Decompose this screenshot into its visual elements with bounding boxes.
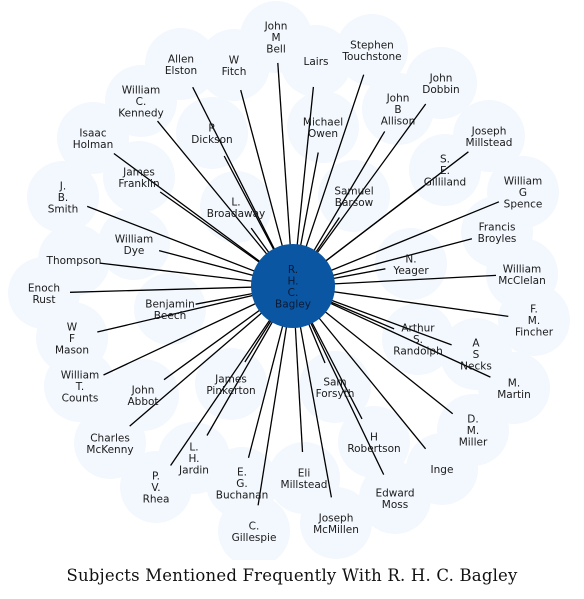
diagram-title: Subjects Mentioned Frequently With R. H.… [66, 566, 518, 585]
node-label-c-gillespie: C. Gillespie [232, 520, 277, 544]
node-bubble-arthur-s-randolph [382, 303, 454, 375]
node-label-michael-owen: Michael Owen [303, 116, 343, 140]
node-bubble-sam-forsyth [299, 351, 371, 423]
node-label-n-yeager: N. Yeager [392, 253, 429, 277]
node-label-p-v-rhea: P. V. Rhea [143, 471, 170, 506]
center-node: R. H. C. Bagley [251, 244, 335, 328]
node-label-john-m-bell: John M Bell [264, 21, 288, 56]
node-label-stephen-touchstone: Stephen Touchstone [341, 39, 401, 63]
node-bubble-w-fitch [198, 29, 270, 101]
node-label-d-m-miller: D. M. Miller [459, 414, 488, 449]
node-bubble-j-b-smith [27, 161, 99, 233]
network-graph: John M Bell Stephen Touchstone Lairs W Fitch All… [8, 1, 570, 560]
node-label-joseph-millstead: Joseph Millstead [466, 125, 513, 149]
node-bubble-c-gillespie [218, 495, 290, 560]
node-label-s-e-gilliland: S. E. Gilliland [424, 154, 466, 189]
node-labels: John M Bell Stephen Touchstone Lairs W Fitch All… [28, 21, 554, 544]
node-label-h-robertson: H Robertson [347, 431, 400, 455]
node-label-isaac-holman: Isaac Holman [73, 127, 114, 151]
node-bubble-lairs [280, 25, 352, 97]
node-label-james-franklin: James Franklin [118, 166, 159, 190]
node-label-joseph-mcmillen: Joseph McMillen [313, 512, 359, 536]
node-bubble-joseph-mcmillen [300, 487, 372, 559]
node-label-william-c-kennedy: William C. Kennedy [118, 85, 163, 120]
node-label-a-s-necks: A S Necks [460, 338, 492, 373]
node-bubble-stephen-touchstone [336, 14, 408, 86]
node-label-w-fitch: W Fitch [222, 54, 247, 78]
node-bubble-p-v-rhea [120, 451, 192, 523]
node-label-edward-moss: Edward Moss [375, 487, 414, 511]
node-bubble-john-b-allison [362, 73, 434, 145]
node-label-inge: Inge [431, 464, 454, 476]
node-label-m-martin: M. Martin [497, 377, 531, 401]
node-label-j-b-smith: J. B. Smith [48, 181, 79, 216]
node-label-william-g-spence: William G Spence [504, 176, 543, 211]
node-bubbles [8, 1, 570, 560]
node-label-william-dye: William Dye [115, 233, 153, 257]
center-node-circle [251, 244, 335, 328]
node-bubble-charles-mckenny [74, 407, 146, 479]
node-bubble-michael-owen [287, 91, 359, 163]
node-label-john-b-allison: John B Allison [381, 93, 415, 128]
node-label-l-broadaway: L. Broadaway [207, 196, 265, 220]
node-bubble-james-pinkerton [195, 348, 267, 420]
node-label-e-g-buchanan: E. G. Buchanan [216, 467, 268, 502]
node-label-l-h-jardin: L. H. Jardin [178, 442, 209, 477]
node-label-f-m-fincher: F. M. Fincher [515, 304, 554, 339]
node-bubble-h-robertson [338, 406, 410, 478]
node-bubble-n-yeager [375, 228, 447, 300]
node-bubble-william-dye [98, 208, 170, 280]
node-label-charles-mckenny: Charles McKenny [86, 432, 133, 456]
node-label-enoch-rust: Enoch Rust [28, 282, 60, 306]
node-label-william-mcclelan: William McClelan [498, 263, 546, 287]
node-label-william-t-counts: William T. Counts [61, 370, 99, 405]
node-label-r-dickson: R Dickson [191, 122, 232, 146]
node-label-francis-broyles: Francis Broyles [478, 221, 517, 245]
node-bubble-william-t-counts [44, 350, 116, 422]
node-label-benjamin-beech: Benjamin Beech [145, 298, 194, 322]
node-label-james-pinkerton: James Pinkerton [206, 373, 255, 397]
node-label-samuel-barsow: Samuel Barsow [334, 185, 373, 209]
node-label-allen-elston: Allen Elston [165, 53, 197, 77]
node-bubble-edward-moss [359, 462, 431, 534]
node-label-sam-forsyth: Sam Forsyth [316, 376, 355, 400]
node-bubble-r-dickson [176, 97, 248, 169]
node-label-thompson: Thompson [46, 255, 102, 267]
center-node-label: R. H. C. Bagley [275, 264, 311, 311]
node-label-lairs: Lairs [304, 56, 329, 68]
node-label-eli-millstead: Eli Millstead [281, 467, 328, 491]
node-label-w-f-mason: W F Mason [55, 322, 89, 357]
node-label-john-abbot: John Abbot [127, 384, 158, 408]
node-label-arthur-s-randolph: Arthur S. Randolph [393, 323, 442, 358]
node-bubble-benjamin-beech [134, 273, 206, 345]
node-bubble-l-broadaway [200, 171, 272, 243]
node-label-john-dobbin: John Dobbin [422, 72, 459, 96]
node-bubble-f-m-fincher [498, 284, 570, 356]
